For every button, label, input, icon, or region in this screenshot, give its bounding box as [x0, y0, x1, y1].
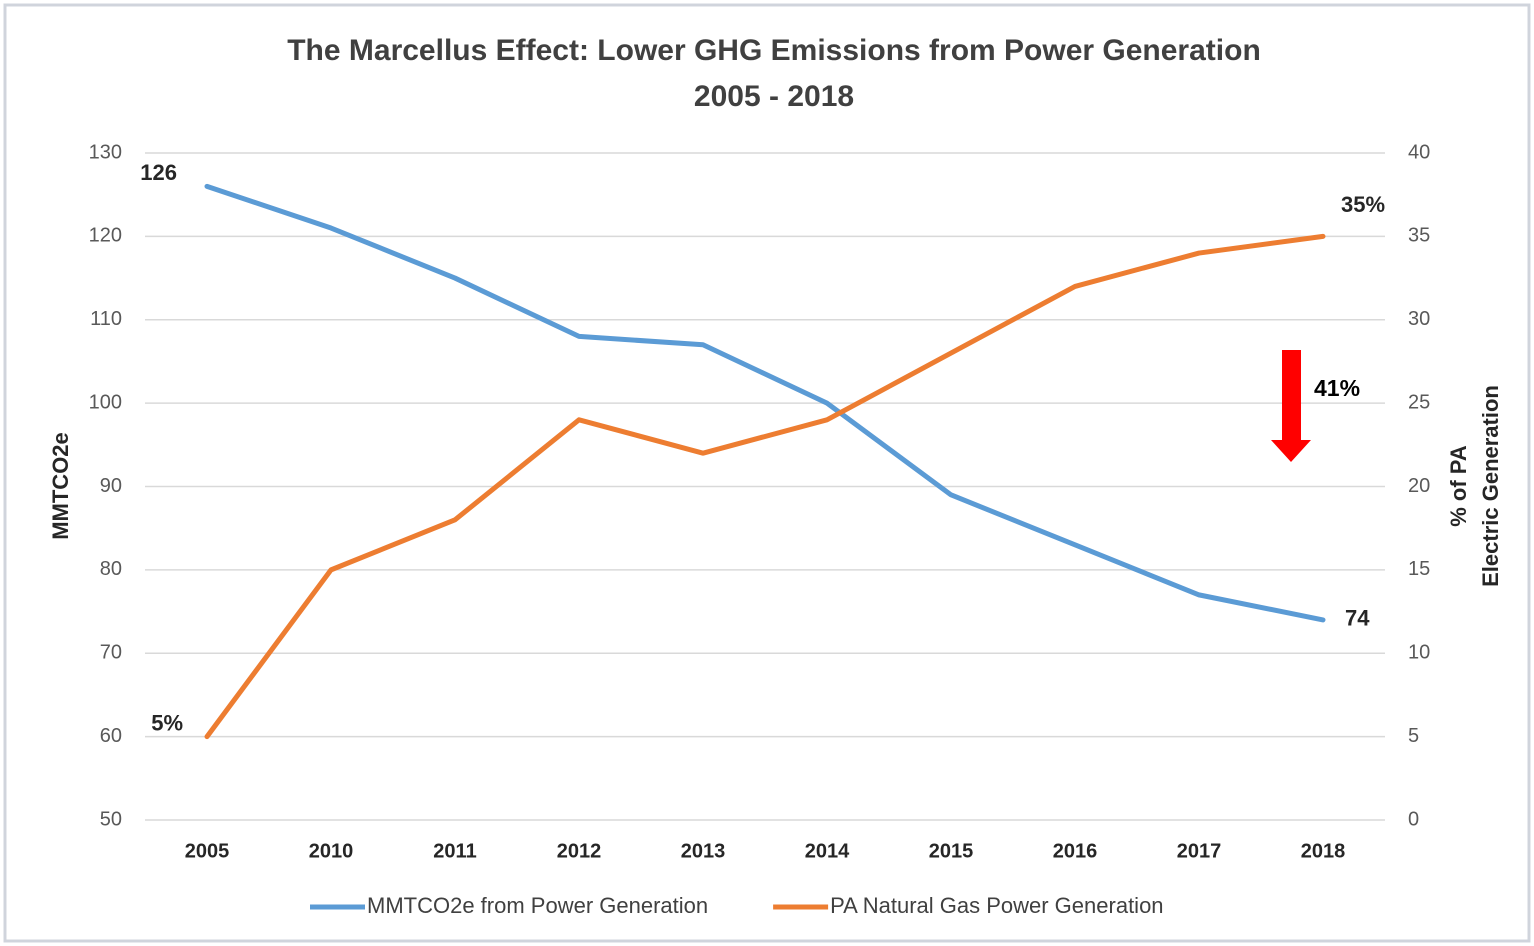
y2-tick-label: 25	[1408, 391, 1430, 413]
y2-tick-label: 10	[1408, 642, 1430, 664]
legend-label: MMTCO2e from Power Generation	[367, 893, 708, 918]
annotation: 41%	[1314, 375, 1360, 401]
x-tick-label: 2010	[309, 840, 354, 862]
y2-axis-label: % of PA	[1446, 445, 1471, 527]
data-label: 5%	[151, 710, 183, 735]
y-tick-label: 110	[90, 308, 122, 330]
data-label: 126	[140, 160, 177, 185]
y-axis-label: MMTCO2e	[48, 432, 73, 540]
series-line	[204, 183, 1326, 623]
y-tick-label: 100	[89, 391, 122, 413]
x-tick-label: 2013	[681, 840, 726, 862]
y-tick-label: 120	[89, 225, 122, 247]
y-tick-label: 130	[89, 141, 122, 163]
y2-tick-label: 35	[1408, 225, 1430, 247]
y2-tick-label: 40	[1408, 141, 1430, 163]
chart-border	[3, 3, 1531, 943]
y-tick-label: 90	[100, 475, 122, 497]
y2-tick-label: 15	[1408, 558, 1430, 580]
x-tick-label: 2016	[1053, 840, 1098, 862]
chart-subtitle: 2005 - 2018	[694, 80, 854, 113]
y2-tick-label: 0	[1408, 808, 1419, 830]
y-tick-label: 50	[100, 808, 122, 830]
data-label: 74	[1345, 606, 1370, 631]
y2-tick-label: 5	[1408, 725, 1419, 747]
x-tick-label: 2017	[1177, 840, 1222, 862]
y2-tick-label: 20	[1408, 475, 1430, 497]
y-tick-label: 80	[100, 558, 122, 580]
x-tick-label: 2018	[1301, 840, 1346, 862]
x-tick-label: 2014	[805, 840, 850, 862]
x-tick-label: 2005	[185, 840, 230, 862]
data-label: 35%	[1341, 192, 1385, 217]
x-tick-label: 2012	[557, 840, 602, 862]
y2-tick-label: 30	[1408, 308, 1430, 330]
y2-axis-label: Electric Generation	[1478, 385, 1503, 587]
annotation-arrow	[1271, 350, 1311, 462]
x-tick-label: 2011	[433, 840, 476, 862]
legend-label: PA Natural Gas Power Generation	[830, 893, 1163, 918]
x-tick-label: 2015	[929, 840, 974, 862]
series-line	[204, 233, 1326, 740]
y-tick-label: 60	[100, 725, 122, 747]
y-tick-label: 70	[100, 642, 122, 664]
chart-title: The Marcellus Effect: Lower GHG Emission…	[287, 34, 1261, 67]
